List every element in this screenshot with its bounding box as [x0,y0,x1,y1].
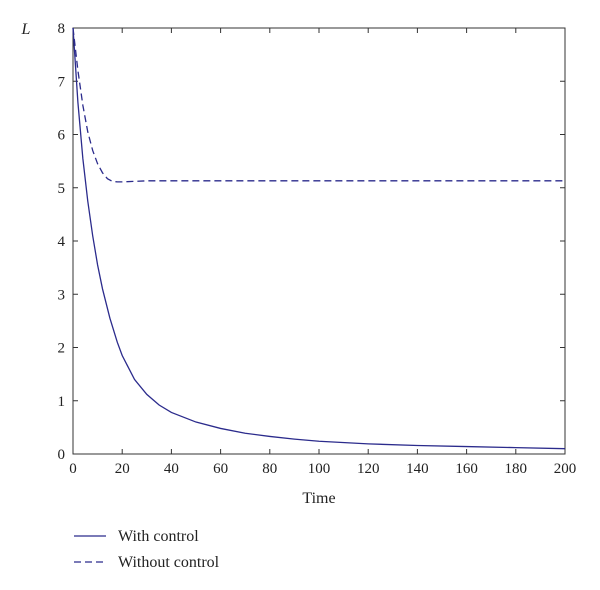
x-axis-label: Time [302,490,335,507]
legend-label: With control [118,528,199,545]
y-tick-label: 6 [58,128,66,144]
x-tick-label: 100 [308,461,331,477]
plot-frame [72,27,566,455]
y-axis-label: L [21,21,31,38]
legend: With control Without control [74,528,220,571]
y-tick-label: 4 [58,234,66,250]
series-line-without-control [72,27,565,183]
series-line-with-control [72,27,566,450]
x-tick-label: 160 [455,461,478,477]
y-tick-label: 2 [58,341,66,357]
x-tick-label: 0 [69,461,77,477]
y-tick-label: 3 [58,287,66,303]
legend-label: Without control [118,554,220,571]
axis-ticks: 0 20 40 60 80 100 120 140 160 180 200 0 1 2 3 4 5 6 7 8 [58,21,577,477]
y-tick-label: 0 [58,447,66,463]
x-tick-label: 120 [357,461,380,477]
y-tick-label: 5 [58,181,66,197]
x-tick-label: 20 [115,461,130,477]
y-tick-label: 7 [58,74,66,90]
y-tick-label: 1 [58,394,66,410]
x-tick-label: 200 [554,461,577,477]
y-tick-label: 8 [58,21,66,37]
x-tick-label: 80 [262,461,277,477]
x-tick-label: 140 [406,461,429,477]
x-tick-label: 180 [505,461,528,477]
x-tick-label: 40 [164,461,179,477]
x-tick-label: 60 [213,461,228,477]
series-lines [72,27,566,450]
